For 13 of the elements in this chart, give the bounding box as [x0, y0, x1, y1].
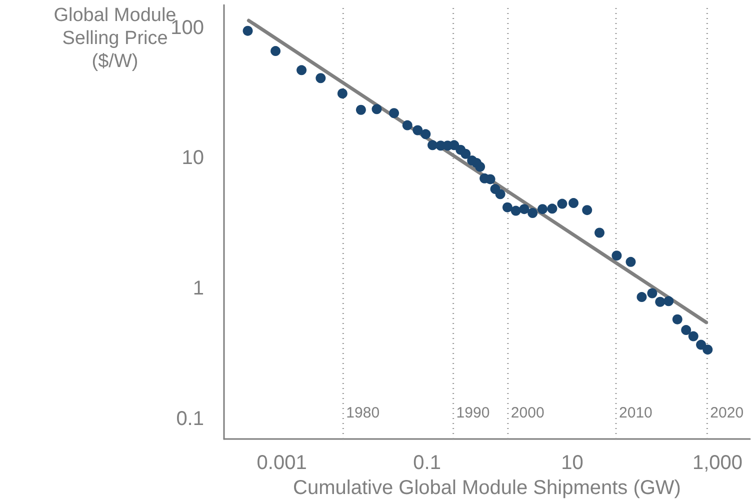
y-tick-label: 0.1: [176, 408, 204, 430]
x-tick-label: 0.001: [256, 452, 307, 474]
x-tick-label: 10: [561, 452, 584, 474]
y-tick-label: 10: [182, 147, 204, 170]
x-tick-label: 0.1: [413, 452, 441, 474]
annotation: 1980: [346, 404, 380, 422]
annotation: 1990: [456, 404, 490, 422]
x-axis-title: Cumulative Global Module Shipments (GW): [293, 476, 681, 499]
x-tick-label: 1,000: [692, 452, 743, 474]
annotation: 2020: [710, 404, 744, 422]
annotation: 2010: [619, 404, 652, 422]
annotation: 2000: [510, 404, 544, 422]
y-tick-label: 1: [192, 278, 204, 300]
